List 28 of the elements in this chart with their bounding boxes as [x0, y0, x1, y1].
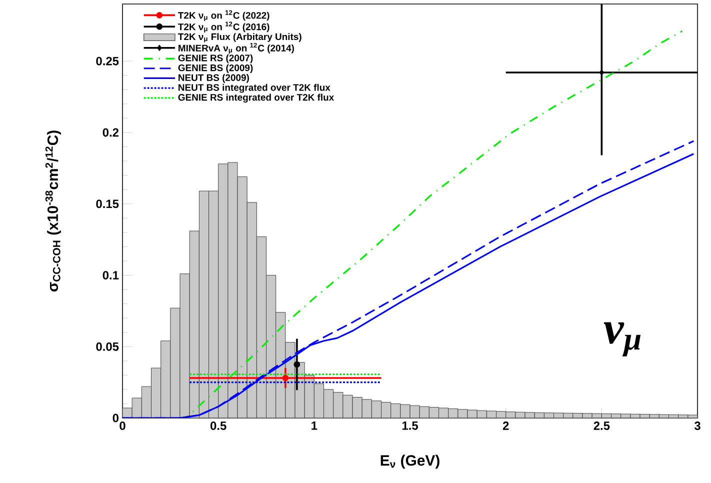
legend-label: GENIE BS (2009): [178, 64, 253, 74]
y-tick-label: 0.15: [96, 200, 119, 208]
y-tick-label: 0.25: [96, 56, 119, 66]
legend-label: NEUT BS (2009): [178, 74, 249, 83]
y-tick-label: 0.05: [96, 342, 119, 351]
y-tick-label: 0: [112, 414, 118, 422]
x-tick-label: 3: [694, 422, 700, 430]
x-tick-label: 0.5: [210, 422, 226, 430]
text: σ$_{CC-COH}$ (x10$^{-38}$cm$^{2}$/$^{12}$C): [45, 130, 61, 292]
legend-label: GENIE RS integrated over T2K flux: [178, 94, 334, 103]
x-tick-label: 1.5: [402, 422, 418, 430]
x-tick-label: 0: [120, 422, 126, 430]
point: [599, 69, 604, 76]
x-tick-label: 2.5: [594, 422, 610, 430]
point: [282, 374, 289, 382]
point: [294, 361, 300, 368]
x-tick-label: 1: [312, 422, 318, 430]
y-tick-label: 0.2: [102, 128, 119, 137]
legend-label: T2K ν$_{μ}$ on $^{12}$C (2022): [178, 10, 270, 22]
x-tick-label: 2: [502, 422, 509, 430]
legend-label: MINERvA ν$_{μ}$ on $^{12}$C (2014): [178, 42, 294, 54]
legend-label: NEUT BS integrated over T2K flux: [178, 84, 330, 93]
y-tick-label: 0.1: [102, 271, 119, 280]
annotation: ν$_{μ}$: [604, 322, 641, 356]
legend-label: T2K ν$_{μ}$ on $^{12}$C (2016): [178, 22, 270, 32]
x-axis-title: E$_{ν}$ (GeV): [380, 454, 440, 469]
legend-label: T2K ν$_{μ}$ Flux (Arbitary Units): [178, 33, 302, 42]
legend-label: GENIE RS (2007): [178, 54, 253, 64]
